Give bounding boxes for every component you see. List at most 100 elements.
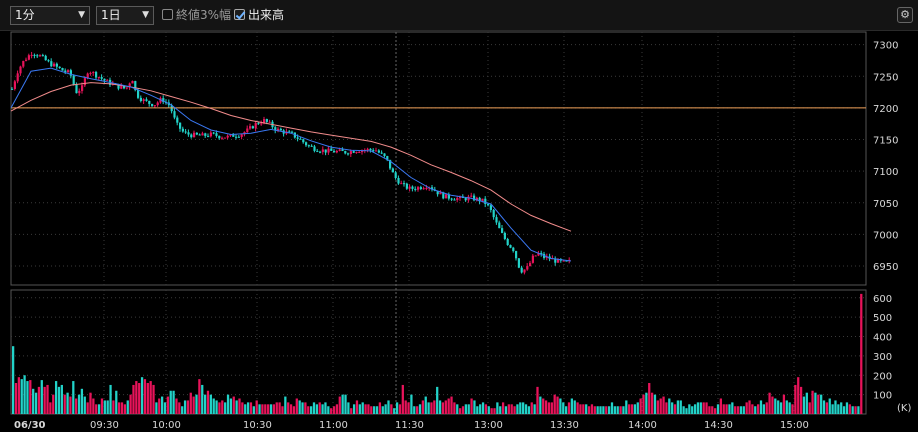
volume-bar [487,406,490,414]
volume-bar [802,396,806,414]
volume-bar [324,402,327,414]
time-tick-label: 13:00 [474,420,503,431]
candle-body [120,85,123,89]
volume-bar [120,402,124,414]
time-tick-label: 14:30 [704,420,733,431]
volume-bar [633,404,637,414]
volume-bar [433,400,436,414]
candle-body [341,149,344,152]
volume-bar [510,404,513,414]
volume-bar [17,377,20,414]
volume-tick-label: 400 [873,333,892,344]
candle-body [361,150,364,153]
candle-body [375,150,378,152]
candle-body [529,262,532,267]
candle-body [260,123,263,125]
settings-button[interactable]: ⚙ [897,7,913,23]
candle-body [279,128,282,131]
volume-bar [221,400,224,414]
candle-body [489,205,492,210]
volume-bar [252,406,255,414]
volume-bar [742,406,745,414]
candle-body [58,66,61,69]
candle-body [487,203,490,206]
close-3pct-checkbox[interactable] [162,9,173,20]
candle-body [369,148,372,151]
volume-bar [754,406,757,414]
candle-body [464,198,467,201]
candle-body [299,138,302,140]
volume-bar [358,404,361,414]
volume-bar [235,400,238,414]
volume-tick-label: 300 [873,352,892,363]
volume-bar [29,380,32,414]
volume-bar [556,396,559,414]
volume-bar [444,400,447,414]
volume-bar [160,396,164,414]
volume-bar [401,384,404,414]
volume-bar [748,400,751,414]
candle-body [459,196,462,199]
price-candles [11,51,571,275]
candle-body [377,150,380,153]
volume-bar [203,394,207,414]
candle-body [391,168,394,173]
volume-bar [32,388,35,414]
volume-bar [794,384,797,414]
candle-body [30,54,33,56]
volume-bar [43,386,46,414]
candle-body [498,222,501,229]
candle-body [512,247,515,252]
candle-body [319,151,322,153]
volume-bar [441,402,445,414]
volume-bar [413,406,416,414]
volume-bar [607,406,611,414]
period-select[interactable]: 1日 ▼ [96,6,154,25]
candle-body [414,188,417,190]
volume-bar [851,406,854,414]
volume-bar [46,384,49,414]
volume-bar [562,402,565,414]
candle-body [291,131,294,133]
volume-bar [198,379,201,414]
candle-body [344,151,347,154]
volume-bar [653,394,657,414]
volume-bar [246,402,250,414]
volume-bar [659,398,662,414]
volume-bar [364,404,367,414]
volume-bar [450,396,453,414]
volume-bar [822,400,826,414]
volume-bar [504,406,508,414]
volume-bar [66,392,69,414]
volume-bar [797,377,800,414]
volume-bar [338,396,341,414]
candle-body [302,139,305,143]
price-tick-label: 7300 [873,41,898,52]
volume-bar [828,398,831,414]
volume-bar [77,394,81,414]
volume-bar [315,404,318,414]
volume-bar [579,404,582,414]
volume-checkbox[interactable] [234,9,245,20]
volume-bar [138,383,141,414]
volume-bar [292,406,296,414]
candle-body [27,55,30,60]
volume-bar [473,400,476,414]
volume-bar [229,398,233,414]
volume-bar [149,381,152,414]
candle-body [296,137,299,139]
volume-bar [438,400,442,414]
volume-bar [20,379,23,414]
candle-body [232,134,235,137]
volume-bar [436,386,439,414]
volume-bar [255,400,258,414]
volume-bar [676,400,680,414]
volume-bar [215,400,218,414]
interval-select[interactable]: 1分 ▼ [10,6,90,25]
volume-bar [756,404,760,414]
candle-body [403,183,406,185]
candle-body [520,267,523,273]
volume-bar [570,398,574,414]
volume-bar [123,404,127,414]
candle-body [187,132,190,135]
